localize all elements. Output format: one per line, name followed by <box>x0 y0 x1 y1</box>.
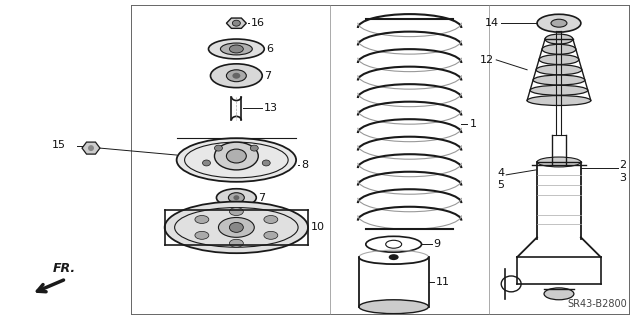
Ellipse shape <box>195 231 209 239</box>
Text: 2: 2 <box>619 160 626 170</box>
Ellipse shape <box>264 216 278 223</box>
Ellipse shape <box>250 145 259 151</box>
Text: 3: 3 <box>619 173 626 183</box>
Ellipse shape <box>544 288 574 300</box>
Text: 15: 15 <box>52 140 66 150</box>
Ellipse shape <box>530 85 588 95</box>
Ellipse shape <box>195 216 209 223</box>
Ellipse shape <box>164 202 308 253</box>
Ellipse shape <box>539 55 579 64</box>
Ellipse shape <box>216 189 256 207</box>
Ellipse shape <box>227 149 246 163</box>
Text: 16: 16 <box>252 18 266 28</box>
Ellipse shape <box>551 19 567 27</box>
Ellipse shape <box>359 300 429 314</box>
Ellipse shape <box>262 160 270 166</box>
Ellipse shape <box>229 222 243 232</box>
Polygon shape <box>82 142 100 154</box>
Text: 10: 10 <box>311 222 325 233</box>
Text: SR43-B2800: SR43-B2800 <box>567 299 627 309</box>
Text: FR.: FR. <box>53 262 76 275</box>
Ellipse shape <box>88 145 94 151</box>
Ellipse shape <box>527 96 591 106</box>
Ellipse shape <box>533 75 585 85</box>
Text: 11: 11 <box>435 277 449 287</box>
Ellipse shape <box>537 14 581 32</box>
Text: 1: 1 <box>469 119 476 129</box>
Ellipse shape <box>228 193 244 203</box>
Ellipse shape <box>177 138 296 182</box>
Ellipse shape <box>229 239 243 247</box>
Ellipse shape <box>227 70 246 82</box>
Ellipse shape <box>234 195 239 200</box>
Ellipse shape <box>545 34 573 44</box>
Ellipse shape <box>232 20 241 26</box>
Ellipse shape <box>229 208 243 216</box>
Ellipse shape <box>214 142 259 170</box>
Ellipse shape <box>214 145 223 151</box>
Ellipse shape <box>388 254 399 260</box>
Ellipse shape <box>542 44 576 54</box>
Ellipse shape <box>211 64 262 88</box>
Ellipse shape <box>202 160 211 166</box>
Text: 12: 12 <box>480 55 494 65</box>
Ellipse shape <box>218 218 254 237</box>
Text: 5: 5 <box>497 180 504 190</box>
Ellipse shape <box>537 157 581 167</box>
Text: 9: 9 <box>433 239 440 249</box>
Text: 7: 7 <box>264 71 271 81</box>
Text: 8: 8 <box>301 160 308 170</box>
Text: 6: 6 <box>266 44 273 54</box>
Ellipse shape <box>229 45 243 53</box>
Text: 4: 4 <box>497 168 504 178</box>
Text: 7: 7 <box>259 193 266 203</box>
Ellipse shape <box>264 231 278 239</box>
Ellipse shape <box>209 39 264 59</box>
Text: 13: 13 <box>264 103 278 114</box>
Polygon shape <box>227 18 246 28</box>
Ellipse shape <box>232 73 241 79</box>
Text: 14: 14 <box>485 18 499 28</box>
Ellipse shape <box>220 43 252 55</box>
Ellipse shape <box>536 65 582 75</box>
